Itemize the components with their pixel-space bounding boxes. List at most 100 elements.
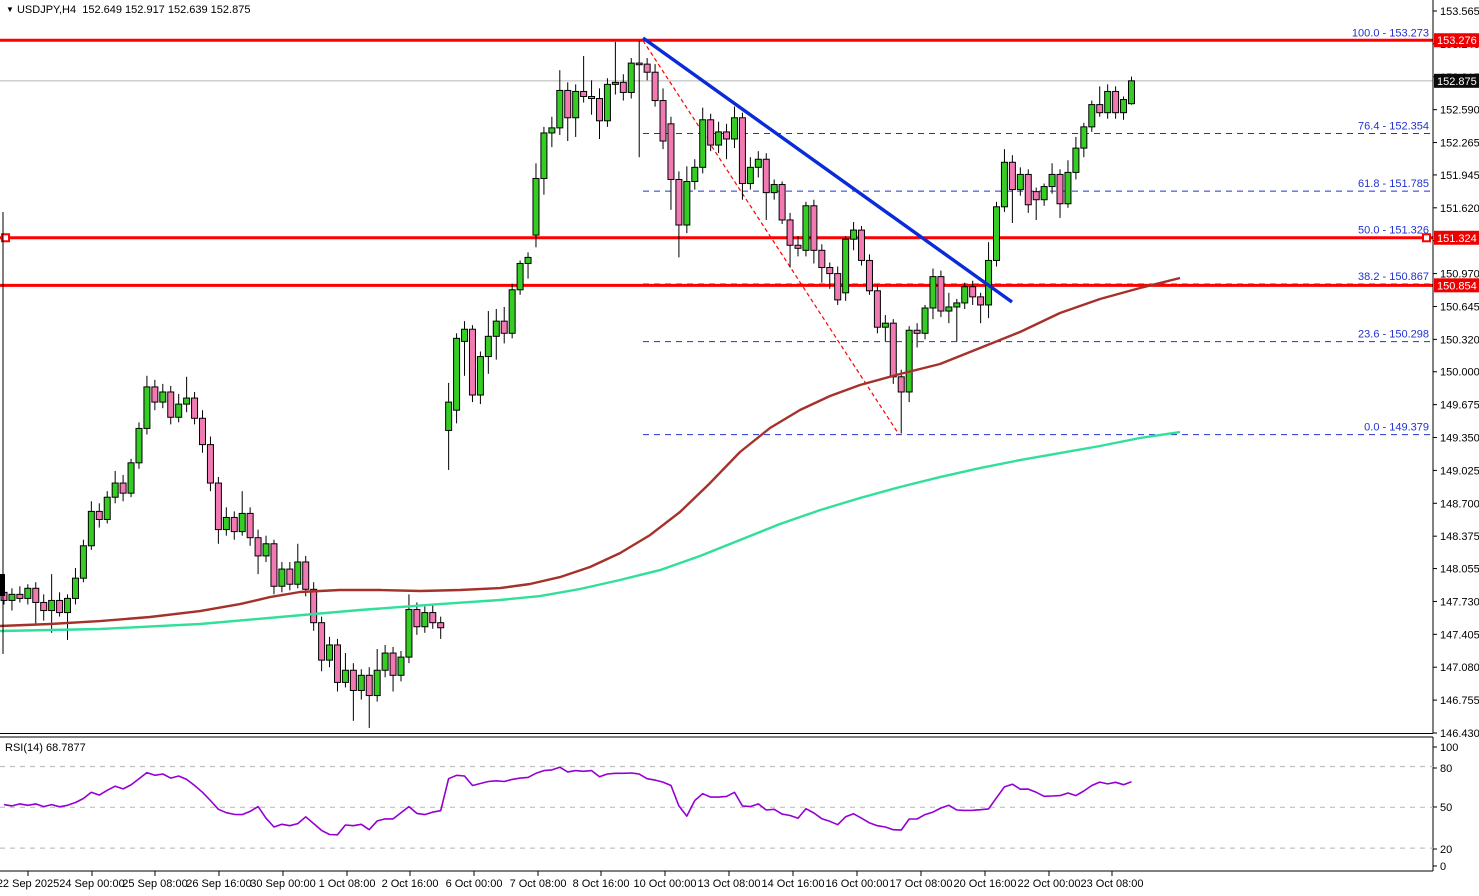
candle-body — [556, 89, 564, 129]
candle-body — [905, 329, 913, 393]
chart-symbol-timeframe: USDJPY,H4 — [16, 4, 77, 16]
candle-body — [730, 117, 738, 140]
date-tick-label: 26 Sep 16:00 — [186, 878, 251, 890]
candle-body — [802, 205, 810, 251]
hline-selection-handle[interactable] — [1422, 233, 1431, 243]
candle-body — [921, 307, 929, 334]
candle-body — [627, 62, 635, 93]
ma-slow-line — [0, 430, 1181, 633]
candle-body — [71, 577, 79, 599]
price-tick-label: 148.055 — [1440, 564, 1479, 576]
candle-body — [659, 100, 667, 142]
candle-body — [341, 669, 349, 683]
rsi-indicator-label: RSI(14) 68.7877 — [5, 742, 86, 754]
candle-body — [119, 482, 127, 494]
candle-body — [1024, 173, 1032, 206]
ma-fast-line — [0, 276, 1181, 628]
candle-body — [159, 391, 167, 403]
price-tick-label: 151.620 — [1440, 203, 1479, 215]
date-tick-label: 2 Oct 16:00 — [382, 878, 439, 890]
candle-body — [238, 512, 246, 533]
candle-body — [183, 397, 191, 405]
candle-body — [191, 397, 199, 419]
price-tick-label: 150.320 — [1440, 334, 1479, 346]
candle-body — [40, 601, 48, 612]
symbol-dropdown-icon[interactable]: ▼ — [6, 5, 14, 14]
candle-body — [437, 622, 445, 629]
date-tick-label: 23 Oct 08:00 — [1081, 878, 1144, 890]
hline-selection-handle[interactable] — [1, 233, 10, 243]
fib-diagonal-line[interactable] — [642, 40, 900, 435]
price-badge — [1434, 73, 1479, 88]
candle-body — [421, 612, 429, 628]
candle-body — [365, 674, 373, 697]
candle-body — [643, 63, 651, 73]
candle-body — [246, 512, 254, 539]
price-tick-label: 147.080 — [1440, 662, 1479, 674]
candle-body — [103, 496, 111, 520]
candle-body — [691, 166, 699, 183]
candle-body — [175, 403, 183, 418]
price-tick-label: 149.675 — [1440, 400, 1479, 412]
candle-body — [707, 119, 715, 146]
rsi-tick-label: 100 — [1440, 742, 1458, 754]
candle-body — [889, 322, 897, 378]
candle-body — [429, 612, 437, 624]
candle-body — [754, 158, 762, 168]
candle-body — [1072, 147, 1080, 173]
candle-body — [484, 335, 492, 358]
candle-body — [1016, 173, 1024, 191]
candle-body — [95, 510, 103, 520]
rsi-line — [3, 766, 1132, 836]
price-tick-label: 152.265 — [1440, 138, 1479, 150]
candle-body — [397, 656, 405, 676]
candle-body — [635, 62, 643, 66]
candle-body — [413, 609, 421, 628]
date-tick-label: 1 Oct 08:00 — [319, 878, 376, 890]
price-badge-value: 151.324 — [1437, 233, 1477, 245]
candle-body — [230, 516, 238, 533]
candle-body — [913, 329, 921, 334]
chart-ohlc-values: 152.649 152.917 152.639 152.875 — [82, 4, 251, 16]
candle-body — [945, 306, 953, 312]
candle-body — [373, 669, 381, 697]
price-tick-label: 148.700 — [1440, 498, 1479, 510]
price-badge — [1434, 278, 1479, 293]
candle-body — [858, 229, 866, 261]
candle-body — [199, 417, 206, 446]
left-edge-clipped-candle — [0, 574, 5, 596]
price-tick-label: 150.000 — [1440, 367, 1479, 379]
candle-body — [580, 90, 588, 98]
candle-body — [222, 516, 230, 531]
fib-level-label: 50.0 - 151.326 — [1358, 225, 1429, 237]
candle-body — [1032, 191, 1040, 201]
candle-body — [445, 401, 453, 431]
date-tick-label: 22 Sep 2025 — [0, 878, 59, 890]
candle-body — [143, 386, 151, 429]
candle-body — [1096, 104, 1104, 114]
candle-body — [389, 652, 397, 676]
candle-body — [977, 296, 985, 306]
candle-body — [1008, 161, 1016, 191]
candle-body — [357, 674, 365, 691]
price-tick-label: 153.565 — [1440, 6, 1479, 18]
price-tick-label: 148.375 — [1440, 531, 1479, 543]
candle-body — [214, 482, 222, 531]
candle-body — [1104, 90, 1112, 114]
chart-title: ▼ USDJPY,H4 152.649 152.917 152.639 152.… — [6, 4, 250, 16]
price-tick-label: 150.645 — [1440, 301, 1479, 313]
rsi-tick-label: 20 — [1440, 844, 1452, 856]
candle-body — [127, 462, 135, 494]
candle-body — [651, 71, 659, 102]
candle-body — [1048, 173, 1056, 188]
candle-body — [532, 177, 540, 236]
trendline[interactable] — [642, 36, 1013, 304]
candle-body — [770, 184, 778, 194]
candle-body — [56, 599, 64, 614]
candle-body — [79, 545, 87, 579]
price-tick-label: 149.025 — [1440, 465, 1479, 477]
rsi-tick-label: 80 — [1440, 763, 1452, 775]
candle-body — [508, 289, 516, 334]
candle-body — [675, 178, 683, 226]
